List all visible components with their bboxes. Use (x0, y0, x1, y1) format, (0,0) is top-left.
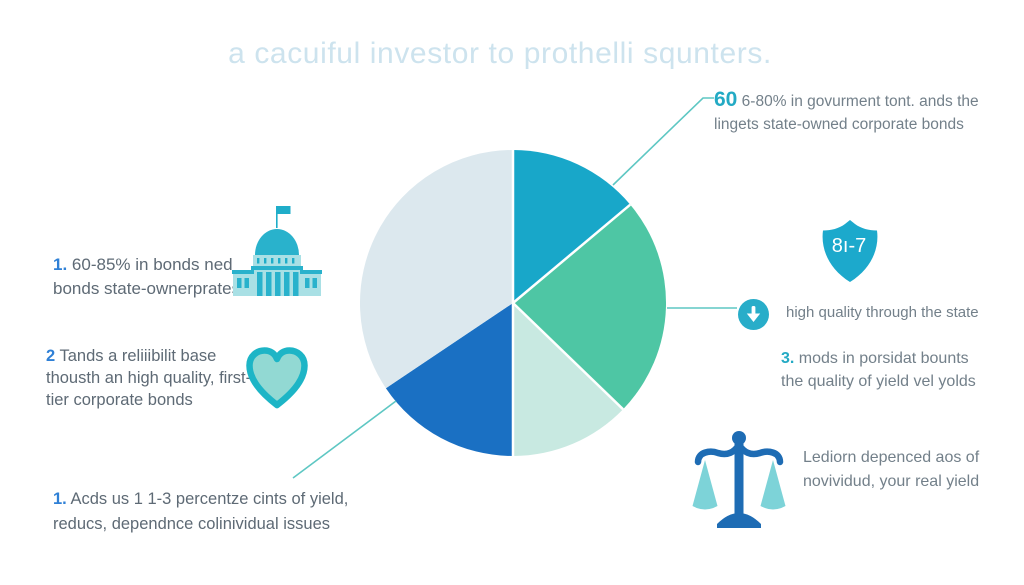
note-text: novividud, your real yield (803, 473, 980, 490)
note-text: Tands a reliiibilit base (59, 347, 217, 365)
note-top-right: 60 6-80% in govurment tont. ands the lin… (714, 88, 979, 136)
note-text: Lediorn depenced aos of (803, 449, 980, 466)
pie-slice-blue-slice (385, 303, 513, 457)
arrow-down-circle-icon (738, 299, 769, 330)
note-bottom-right: Lediorn depenced aos of novividud, your … (803, 446, 979, 494)
note-text: 6-80% in govurment tont. ands the (741, 93, 979, 110)
shield-label: 8ı-7 (832, 235, 866, 257)
pie-slice-teal-slice (513, 149, 631, 303)
note-text: tier corporate bonds (46, 391, 193, 409)
page-title: a cacuiful investor to prothelli squnter… (228, 37, 772, 70)
note-number: 3. (781, 350, 795, 367)
note-number: 2 (46, 347, 56, 365)
pie-separator-line (512, 203, 632, 304)
capitol-building-icon (232, 206, 322, 296)
note-left-2: 2 Tands a reliiibilit base thousth an hi… (46, 345, 251, 411)
note-right-3: 3. mods in porsidat bounts the quality o… (781, 347, 976, 393)
note-number: 1. (53, 490, 67, 508)
note-text: bonds state-ownerprates. (53, 279, 245, 298)
note-text: high quality through the state (786, 304, 979, 321)
pie-chart (359, 149, 667, 457)
heart-icon (246, 347, 308, 409)
note-text: thousth an high quality, first- (46, 369, 252, 387)
connector-line-bottom-left (292, 400, 397, 479)
note-text: 60-85% in bonds ned (71, 255, 233, 274)
pie-slice-light-gray-slice (359, 149, 513, 389)
note-text: Acds us 1 1-3 percentze cints of yield, (70, 490, 349, 508)
pie-slice-mint-slice (513, 303, 624, 456)
shield-icon: 8ı-7 (822, 220, 878, 282)
pie-slice-green-slice (513, 204, 667, 410)
connector-line-top-right (612, 97, 714, 186)
note-text: mods in porsidat bounts (798, 350, 969, 367)
note-number: 60 (714, 88, 738, 111)
balance-scale-icon (692, 431, 786, 528)
note-text: lingets state-owned corporate bonds (714, 116, 964, 133)
note-arrow: high quality through the state (786, 303, 979, 323)
note-text: reducs, dependnce colinividual issues (53, 515, 331, 533)
pie-separator-line (512, 302, 624, 411)
note-text: the quality of yield vel yolds (781, 373, 976, 390)
note-left-1: 1. 60-85% in bonds ned bonds state-owner… (53, 253, 245, 301)
note-bottom-left: 1. Acds us 1 1-3 percentze cints of yiel… (53, 487, 348, 537)
note-number: 1. (53, 255, 68, 274)
